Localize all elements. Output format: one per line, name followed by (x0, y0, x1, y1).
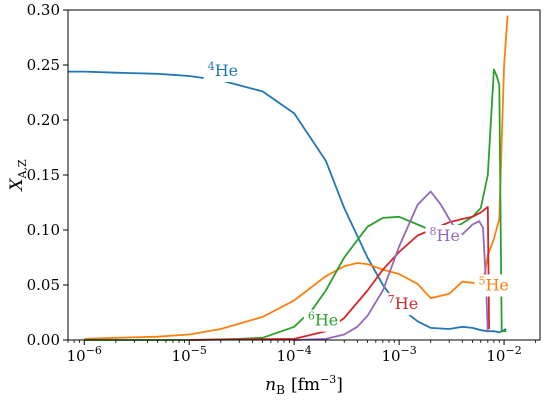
series-label-element: He (395, 294, 418, 313)
y-axis-label: XA,Z (7, 159, 29, 193)
series-line-5he (84, 15, 509, 340)
series-label-background (303, 309, 340, 332)
series-label-background (474, 274, 511, 297)
series-label-mass: 4 (208, 60, 215, 73)
series-label-background (425, 225, 462, 247)
series-label-6he: 6He (308, 310, 338, 330)
x-tick-base: 10 (67, 347, 86, 365)
x-tick-exponent: −6 (86, 344, 102, 357)
series-label-background (203, 60, 240, 82)
series-label-mass: 7 (388, 293, 395, 306)
series-label-mass: 8 (430, 225, 437, 238)
series-line-8he (294, 190, 489, 341)
series-label-element: He (215, 61, 238, 80)
y-tick-label: 0.20 (27, 111, 60, 129)
series-label-mass: 5 (478, 275, 485, 288)
x-tick-exponent: −3 (401, 344, 417, 357)
series-label-element: He (315, 311, 338, 330)
y-tick-label: 0.25 (27, 56, 60, 74)
x-tick-exponent: −4 (296, 344, 312, 357)
x-tick-exponent: −5 (191, 344, 207, 357)
series-layer (68, 15, 509, 341)
series-label-element: He (437, 226, 460, 245)
y-tick-label: 0.30 (27, 1, 60, 19)
plot-frame (67, 9, 541, 341)
y-tick-label: 0.00 (27, 331, 60, 349)
series-label-4he: 4He (208, 60, 238, 80)
x-tick-label: 10−2 (486, 344, 521, 365)
x-tick-base: 10 (486, 347, 505, 365)
x-tick-base: 10 (381, 347, 400, 365)
y-tick-label: 0.15 (27, 166, 60, 184)
x-tick-label: 10−4 (277, 344, 312, 365)
series-label-8he: 8He (430, 225, 460, 245)
series-line-6he (84, 68, 507, 341)
x-tick-label: 10−5 (172, 344, 207, 365)
series-label-element: He (485, 276, 508, 295)
x-axis-label: nB [fm−3] (265, 373, 343, 397)
y-tick-label: 0.10 (27, 221, 60, 239)
series-label-7he: 7He (388, 293, 418, 313)
series-line-4he (68, 70, 507, 334)
x-tick-label: 10−3 (381, 344, 416, 365)
x-tick-base: 10 (172, 347, 191, 365)
x-tick-label: 10−6 (67, 344, 102, 365)
x-tick-exponent: −2 (505, 344, 521, 357)
x-tick-base: 10 (277, 347, 296, 365)
y-tick-label: 0.05 (27, 276, 60, 294)
series-label-mass: 6 (308, 310, 315, 323)
series-label-5he: 5He (478, 275, 508, 295)
series-label-background (383, 293, 420, 316)
